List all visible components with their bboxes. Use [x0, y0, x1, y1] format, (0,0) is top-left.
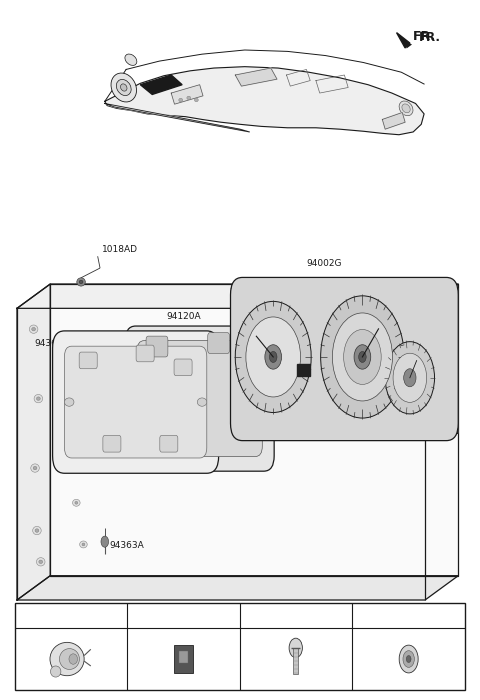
Circle shape: [289, 638, 302, 657]
Circle shape: [403, 651, 414, 667]
Text: 96360M: 96360M: [53, 611, 89, 620]
Circle shape: [354, 344, 371, 369]
Ellipse shape: [60, 649, 79, 669]
Text: 94363A: 94363A: [109, 541, 144, 550]
Text: 1018AD: 1018AD: [102, 245, 138, 254]
Ellipse shape: [29, 325, 38, 333]
FancyBboxPatch shape: [146, 336, 168, 357]
Ellipse shape: [79, 280, 83, 284]
Circle shape: [344, 330, 381, 384]
FancyBboxPatch shape: [79, 352, 97, 369]
Ellipse shape: [31, 464, 39, 473]
Ellipse shape: [72, 499, 80, 506]
Ellipse shape: [32, 328, 36, 331]
Polygon shape: [140, 75, 182, 94]
Ellipse shape: [36, 397, 40, 400]
Ellipse shape: [399, 101, 413, 116]
Ellipse shape: [179, 98, 182, 102]
Circle shape: [359, 351, 366, 363]
FancyBboxPatch shape: [103, 435, 121, 452]
Ellipse shape: [33, 526, 41, 535]
Ellipse shape: [33, 466, 37, 470]
Circle shape: [246, 317, 300, 397]
Ellipse shape: [39, 560, 43, 564]
Ellipse shape: [64, 398, 74, 406]
Polygon shape: [17, 575, 458, 600]
Circle shape: [404, 369, 416, 387]
FancyBboxPatch shape: [208, 332, 229, 354]
Ellipse shape: [72, 435, 74, 438]
Polygon shape: [105, 66, 424, 134]
Ellipse shape: [120, 84, 127, 91]
Polygon shape: [297, 364, 310, 376]
Circle shape: [269, 351, 277, 363]
Ellipse shape: [77, 278, 85, 286]
Bar: [174, 645, 193, 673]
Circle shape: [406, 656, 411, 662]
Polygon shape: [171, 85, 203, 104]
Text: 94120A: 94120A: [167, 312, 201, 321]
Ellipse shape: [194, 98, 198, 102]
Ellipse shape: [402, 104, 410, 113]
FancyBboxPatch shape: [160, 435, 178, 452]
Text: 1339CC: 1339CC: [391, 611, 426, 620]
Ellipse shape: [197, 398, 207, 406]
Circle shape: [101, 536, 108, 547]
Ellipse shape: [82, 543, 85, 546]
Ellipse shape: [125, 54, 137, 65]
Bar: [179, 651, 188, 663]
Ellipse shape: [50, 666, 61, 677]
Polygon shape: [50, 284, 458, 575]
Ellipse shape: [111, 73, 136, 102]
Circle shape: [385, 342, 434, 414]
Circle shape: [332, 313, 393, 401]
FancyBboxPatch shape: [125, 326, 274, 471]
FancyBboxPatch shape: [64, 346, 207, 458]
Ellipse shape: [69, 433, 77, 440]
Circle shape: [393, 354, 427, 402]
Circle shape: [265, 344, 282, 369]
Text: 1125KC: 1125KC: [278, 611, 313, 620]
Circle shape: [399, 645, 418, 673]
Ellipse shape: [50, 643, 84, 676]
Polygon shape: [230, 288, 457, 433]
FancyBboxPatch shape: [136, 345, 154, 362]
Polygon shape: [383, 113, 405, 130]
Ellipse shape: [75, 501, 78, 504]
Circle shape: [235, 302, 311, 412]
Ellipse shape: [36, 558, 45, 566]
FancyBboxPatch shape: [174, 359, 192, 376]
Ellipse shape: [35, 528, 39, 532]
Polygon shape: [105, 104, 250, 132]
Ellipse shape: [187, 96, 191, 99]
FancyBboxPatch shape: [53, 331, 219, 473]
FancyBboxPatch shape: [137, 341, 262, 456]
Polygon shape: [235, 68, 277, 86]
Text: FR.: FR.: [413, 29, 436, 43]
Ellipse shape: [116, 80, 131, 95]
Bar: [293, 648, 298, 674]
Polygon shape: [17, 284, 50, 600]
Bar: [14, 603, 466, 690]
Polygon shape: [17, 284, 458, 308]
Ellipse shape: [69, 654, 77, 664]
Text: FR.: FR.: [420, 31, 441, 44]
FancyBboxPatch shape: [230, 277, 458, 440]
Text: 94360H: 94360H: [35, 339, 70, 348]
Polygon shape: [396, 33, 410, 48]
Circle shape: [321, 296, 404, 418]
Ellipse shape: [34, 394, 43, 402]
Ellipse shape: [80, 541, 87, 548]
Text: 94002G: 94002G: [306, 259, 342, 268]
Text: 1336AB: 1336AB: [166, 611, 201, 620]
